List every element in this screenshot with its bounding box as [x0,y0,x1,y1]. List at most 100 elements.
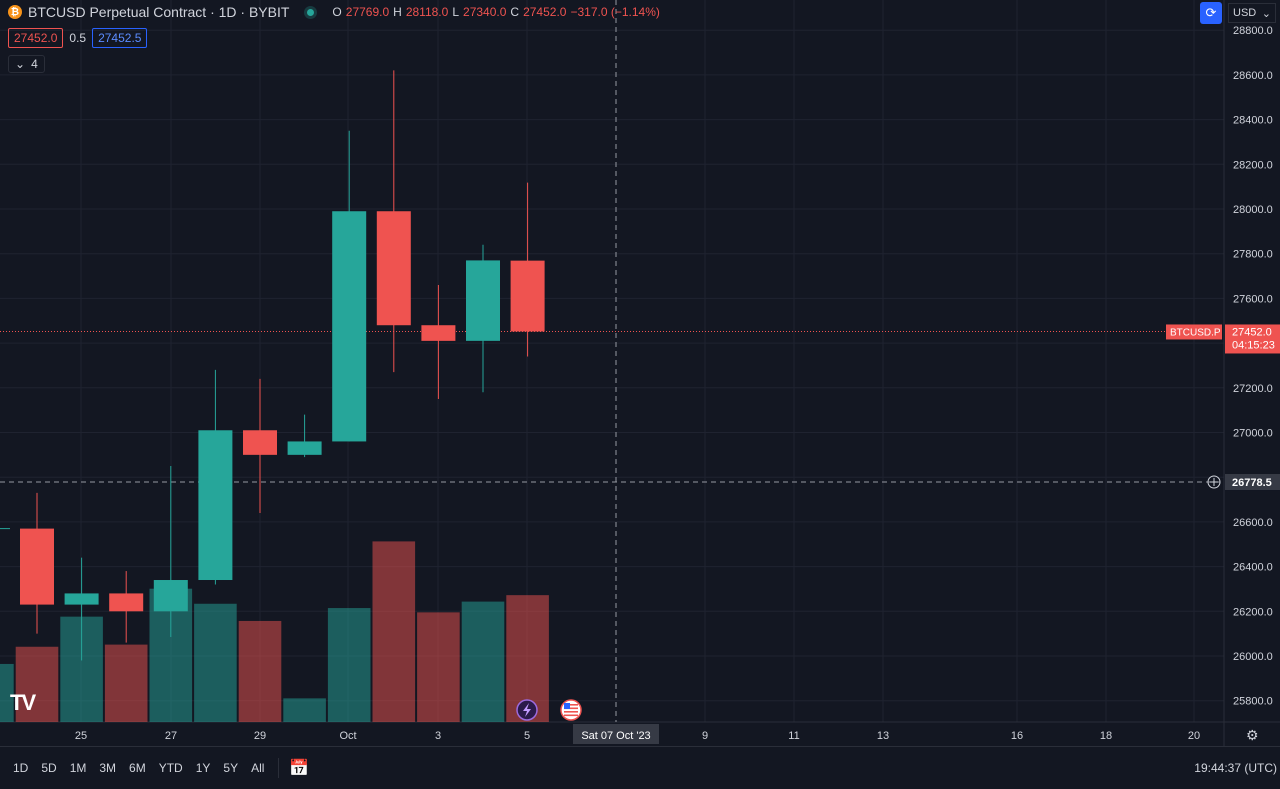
time-axis-label: 11 [788,730,799,742]
ohlc-values: O 27769.0 H 28118.0 L 27340.0 C 27452.0 −317… [332,5,659,19]
ohlc-open-value: 27769.0 [345,5,390,19]
time-axis-label: 25 [75,730,87,742]
price-tag-bg [1225,324,1280,354]
price-axis-label: 26600.0 [1233,517,1273,529]
candle-body [20,528,54,605]
crosshair-date-bg [573,724,659,744]
volume-bar [238,620,282,722]
candle-body [466,260,500,341]
volume-bar [283,698,326,722]
ohlc-change-value: −317.0 (−1.14%) [570,5,660,19]
ohlc-low-value: 27340.0 [463,5,507,19]
price-axis-label: 26400.0 [1233,562,1273,574]
price-axis-label: 28600.0 [1233,70,1273,82]
candle-body [243,430,277,455]
volume-bar [194,603,237,722]
time-axis-label: 3 [435,730,441,742]
us-flag-icon [564,711,578,713]
utc-clock[interactable]: 19:44:37 (UTC) [1194,761,1277,775]
price-axis-label: 27800.0 [1233,249,1273,261]
ohlc-close-value: 27452.0 [523,5,567,19]
range-5y-button[interactable]: 5Y [223,761,239,775]
price-axis-label: 28800.0 [1233,25,1273,37]
gear-icon[interactable]: ⚙ [1246,727,1259,743]
candle-body [510,260,545,332]
bottom-toolbar: 1D 5D 1M 3M 6M YTD 1Y 5Y All 📅 19:44:37 … [0,746,1280,789]
countdown-label: 04:15:23 [1232,339,1275,351]
symbol-title[interactable]: BTCUSD Perpetual Contract · 1D · BYBIT [28,4,290,20]
chart-legend: ₿ BTCUSD Perpetual Contract · 1D · BYBIT… [8,3,660,21]
chevron-down-icon: ⌄ [1261,7,1271,20]
time-axis-label: 13 [877,730,889,742]
price-axis-label: 27200.0 [1233,383,1273,395]
range-6m-button[interactable]: 6M [129,761,146,775]
range-1y-button[interactable]: 1Y [195,761,211,775]
market-open-indicator-icon [307,8,315,16]
volume-bar [15,646,59,722]
sync-icon[interactable]: ⟳ [1200,2,1222,24]
candle-body [153,580,188,612]
sell-price-button[interactable]: 27452.0 [8,28,64,48]
time-axis-label: 27 [165,730,177,742]
range-3m-button[interactable]: 3M [99,761,117,775]
time-axis-label: 5 [524,730,530,742]
candle-body [376,211,411,326]
price-axis-label: 27000.0 [1233,428,1273,440]
range-all-button[interactable]: All [251,761,265,775]
us-flag-icon [564,707,578,710]
ohlc-open-label: O [332,5,342,19]
bitcoin-icon: ₿ [8,5,22,19]
time-axis-label: 9 [702,730,708,742]
price-axis-label: 26000.0 [1233,651,1273,663]
candle-body [198,430,233,581]
crosshair-date-label: Sat 07 Oct '23 [581,730,650,742]
current-price-label: 27452.0 [1232,326,1272,338]
time-axis-label: Oct [339,730,356,742]
time-axis-label: 16 [1011,730,1023,742]
spread-value: 0.5 [69,31,87,45]
candle-body [332,211,367,442]
calendar-icon[interactable]: 📅 [289,760,310,777]
ohlc-low-label: L [452,5,460,19]
range-1m-button[interactable]: 1M [69,761,87,775]
volume-bar [104,644,148,722]
event-flash-icon [523,703,531,717]
time-axis-label: 20 [1188,730,1200,742]
symbol-tag-bg [1166,324,1222,340]
volume-bar [372,541,416,722]
chevron-down-icon: ⌄ [15,57,26,71]
range-ytd-button[interactable]: YTD [158,761,183,775]
indicators-collapse-button[interactable]: ⌄ 4 [8,55,45,73]
currency-label: USD [1233,7,1257,19]
symbol-tag-label: BTCUSD.P [1170,327,1221,338]
crosshair-price-label: 26778.5 [1232,477,1272,489]
price-chart[interactable]: 28800.0 28600.0 28400.0 28200.0 28000.0 27800… [0,0,1280,746]
volume-bar [0,663,14,722]
top-right-controls: ⟳ USD ⌄ [1200,2,1276,24]
us-flag-icon [564,704,578,706]
currency-select[interactable]: USD ⌄ [1228,3,1276,23]
ohlc-high-label: H [393,5,402,19]
candle-body [109,593,144,612]
price-axis-label: 25800.0 [1233,696,1273,708]
add-alert-icon [1207,475,1221,489]
us-flag-icon [564,714,578,717]
ohlc-high-value: 28118.0 [405,5,449,19]
range-5d-button[interactable]: 5D [41,761,57,775]
price-axis-label: 26200.0 [1233,606,1273,618]
price-axis-label: 27600.0 [1233,293,1273,305]
price-axis-label: 28200.0 [1233,159,1273,171]
indicator-count: 4 [31,57,38,71]
candle-body [421,325,456,341]
time-axis-label: 18 [1100,730,1112,742]
buy-price-button[interactable]: 27452.5 [92,28,148,48]
volume-bar [461,601,505,722]
time-axis-label: 29 [254,730,266,742]
tradingview-logo: TV [10,690,36,715]
candle-body [64,593,99,605]
volume-bar [327,608,371,722]
toolbar-divider [278,758,280,778]
range-1d-button[interactable]: 1D [13,761,29,775]
candle-body [287,441,322,455]
